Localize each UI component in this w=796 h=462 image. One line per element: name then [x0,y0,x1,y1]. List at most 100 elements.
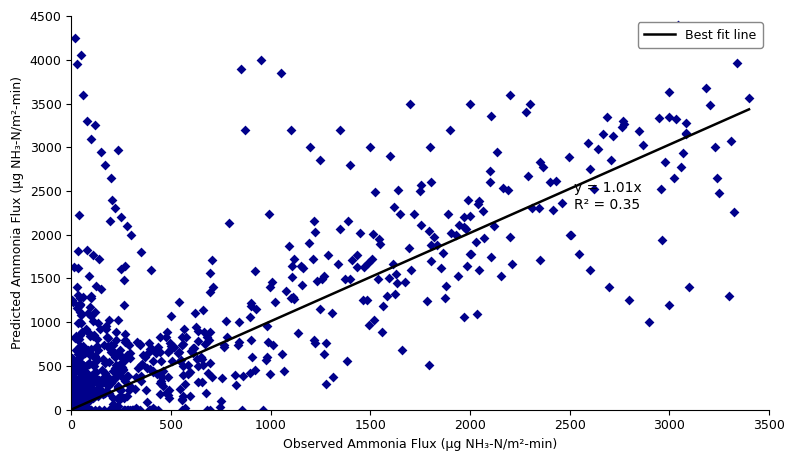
Point [76,351,88,359]
Point [156,383,169,390]
Point [218,342,231,349]
Point [70,384,83,392]
Point [236,406,249,413]
Point [76,370,88,377]
Point [443,126,456,134]
Point [91,390,103,398]
Point [80,394,93,401]
Point [140,364,153,371]
Point [72,291,84,298]
Point [102,334,115,341]
Point [248,366,261,374]
Point [75,348,88,356]
Point [601,113,614,121]
Point [98,375,111,382]
Point [87,395,100,402]
Point [394,210,407,217]
Point [70,346,83,353]
Point [583,266,596,274]
Point [147,357,160,365]
Point [464,250,477,257]
Point [68,391,80,398]
Point [143,365,156,373]
Point [391,280,404,287]
Point [88,377,101,384]
Point [66,391,79,399]
Point [423,144,436,151]
Point [65,379,78,386]
Point [65,406,78,413]
Point [78,374,91,382]
Point [319,380,332,388]
Point [90,369,103,376]
Point [82,406,95,413]
Point [165,312,178,320]
Point [357,297,369,304]
Point [135,362,147,369]
Point [77,342,90,350]
Point [119,377,131,384]
Point [154,358,167,365]
Point [120,393,133,400]
Point [102,373,115,381]
Point [72,302,85,310]
Point [439,282,452,289]
Point [162,348,174,356]
Point [74,331,87,339]
Point [165,346,178,353]
Point [92,376,105,383]
Point [123,382,136,389]
Point [76,375,89,383]
Point [85,312,98,319]
Point [173,348,185,355]
Point [184,368,197,376]
Point [215,397,228,405]
Point [81,117,94,125]
Point [72,381,85,388]
Point [607,132,620,139]
Point [287,295,300,303]
Point [488,222,501,229]
Point [107,375,120,383]
Point [76,344,89,351]
Point [250,305,263,313]
Point [73,392,86,399]
Point [683,284,696,291]
Point [87,318,100,325]
Point [67,399,80,406]
Point [112,362,125,369]
Point [477,234,490,242]
Point [150,349,162,357]
Point [194,353,207,360]
Point [144,406,157,413]
Point [110,336,123,344]
Point [431,242,443,249]
Point [88,309,101,316]
Point [88,406,101,413]
Point [564,231,576,238]
Point [295,262,307,270]
Point [367,230,380,237]
Point [83,397,96,405]
Point [65,384,78,391]
Point [76,406,88,413]
Point [423,228,435,235]
Point [386,261,399,268]
Point [119,406,131,413]
Point [115,213,127,221]
Point [437,249,450,257]
Point [592,145,605,152]
Point [177,371,189,378]
Point [369,189,381,196]
Point [66,398,79,405]
Point [72,394,85,401]
Point [121,340,134,347]
Point [663,301,676,308]
Point [80,406,93,413]
Point [81,397,94,405]
Point [297,264,310,272]
Point [76,397,89,405]
Point [80,362,93,369]
Point [95,285,107,292]
Point [286,262,298,270]
